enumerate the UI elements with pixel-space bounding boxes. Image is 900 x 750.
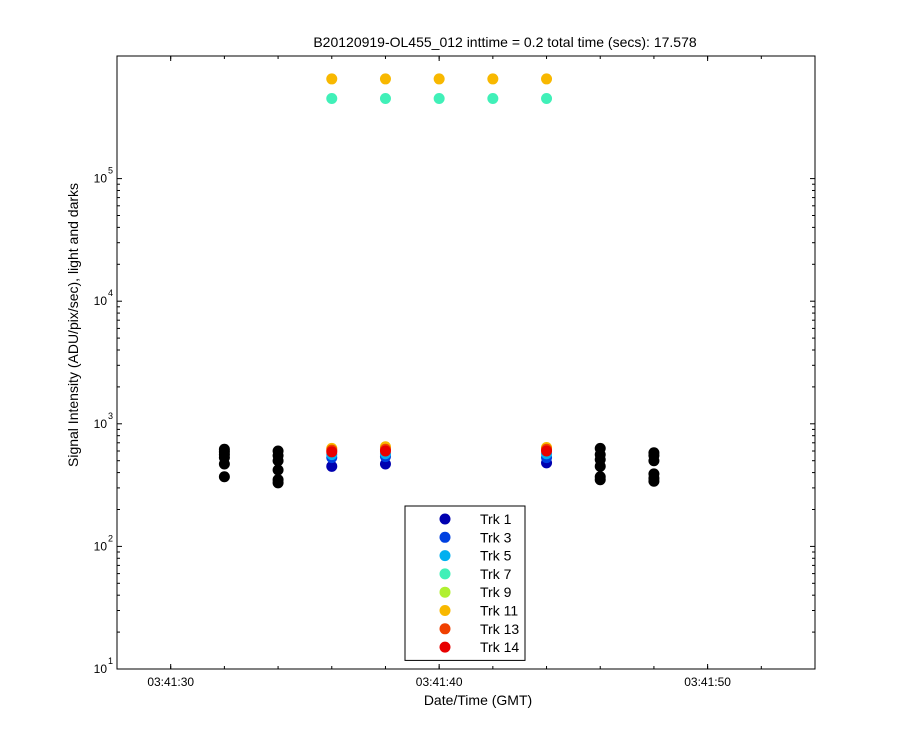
legend-box — [404, 505, 526, 661]
legend-marker — [439, 641, 451, 653]
trk-7-point — [487, 93, 499, 105]
legend-label: Trk 13 — [480, 621, 519, 637]
legend-marker — [439, 586, 451, 598]
trk-7-point — [541, 93, 553, 105]
dark-point — [648, 447, 660, 459]
legend-label: Trk 1 — [480, 511, 512, 527]
x-tick-label: 03:41:30 — [147, 675, 194, 689]
y-tick-base: 10 — [94, 172, 108, 186]
trk-11-point — [487, 73, 499, 85]
x-tick-label: 03:41:40 — [416, 675, 463, 689]
trk-11-point — [541, 73, 553, 85]
trk-11-point — [326, 73, 338, 85]
x-tick-label: 03:41:50 — [684, 675, 731, 689]
y-tick-label: 10 — [94, 417, 108, 431]
y-tick-exponent: 1 — [108, 656, 113, 666]
trk-7-point — [379, 93, 391, 105]
y-tick-label: 10 — [94, 539, 108, 553]
trk-7-point — [326, 93, 338, 105]
trk-1-point — [326, 460, 338, 472]
y-tick-label: 10 — [94, 172, 108, 186]
trk-11-point — [379, 73, 391, 85]
y-tick-label: 10 — [94, 662, 108, 676]
legend-label: Trk 3 — [480, 529, 512, 545]
x-axis-label: Date/Time (GMT) — [424, 692, 532, 708]
dark-point — [272, 445, 284, 457]
y-tick-base: 10 — [94, 294, 108, 308]
legend-marker — [439, 568, 451, 580]
legend-label: Trk 14 — [480, 639, 519, 655]
y-tick-base: 10 — [94, 662, 108, 676]
trk-11-point — [433, 73, 445, 85]
y-tick-exponent: 5 — [108, 166, 113, 176]
legend-label: Trk 9 — [480, 584, 512, 600]
data-points — [218, 73, 660, 489]
legend-marker — [439, 623, 451, 635]
y-tick-exponent: 4 — [108, 288, 113, 298]
dark-point — [594, 442, 606, 454]
dark-point — [272, 474, 284, 486]
legend-marker — [439, 605, 451, 616]
y-tick-base: 10 — [94, 417, 108, 431]
legend-marker — [439, 550, 451, 562]
y-tick-exponent: 2 — [108, 533, 113, 543]
dark-point — [594, 471, 606, 483]
dark-point — [272, 464, 284, 476]
legend-label: Trk 11 — [480, 603, 518, 619]
trk-14-point — [379, 445, 391, 457]
y-tick-base: 10 — [94, 539, 108, 553]
dark-point — [648, 468, 660, 480]
trk-14-point — [326, 446, 338, 458]
y-tick-exponent: 3 — [108, 411, 113, 421]
trk-7-point — [433, 93, 445, 105]
dark-point — [218, 471, 230, 483]
dark-point — [218, 443, 230, 455]
legend-marker — [439, 513, 451, 525]
legend-marker — [439, 531, 451, 543]
legend-label: Trk 5 — [480, 548, 512, 564]
chart-title: B20120919-OL455_012 inttime = 0.2 total … — [313, 34, 697, 50]
legend: Trk 1 Trk 3 Trk 5 Trk 7 Trk 9 Trk 11 Trk 13 Trk… — [404, 505, 526, 661]
legend-label: Trk 7 — [480, 566, 512, 582]
y-tick-label: 10 — [94, 294, 108, 308]
y-axis-label: Signal Intensity (ADU/pix/sec), light an… — [65, 183, 81, 467]
trk-14-point — [541, 445, 553, 457]
